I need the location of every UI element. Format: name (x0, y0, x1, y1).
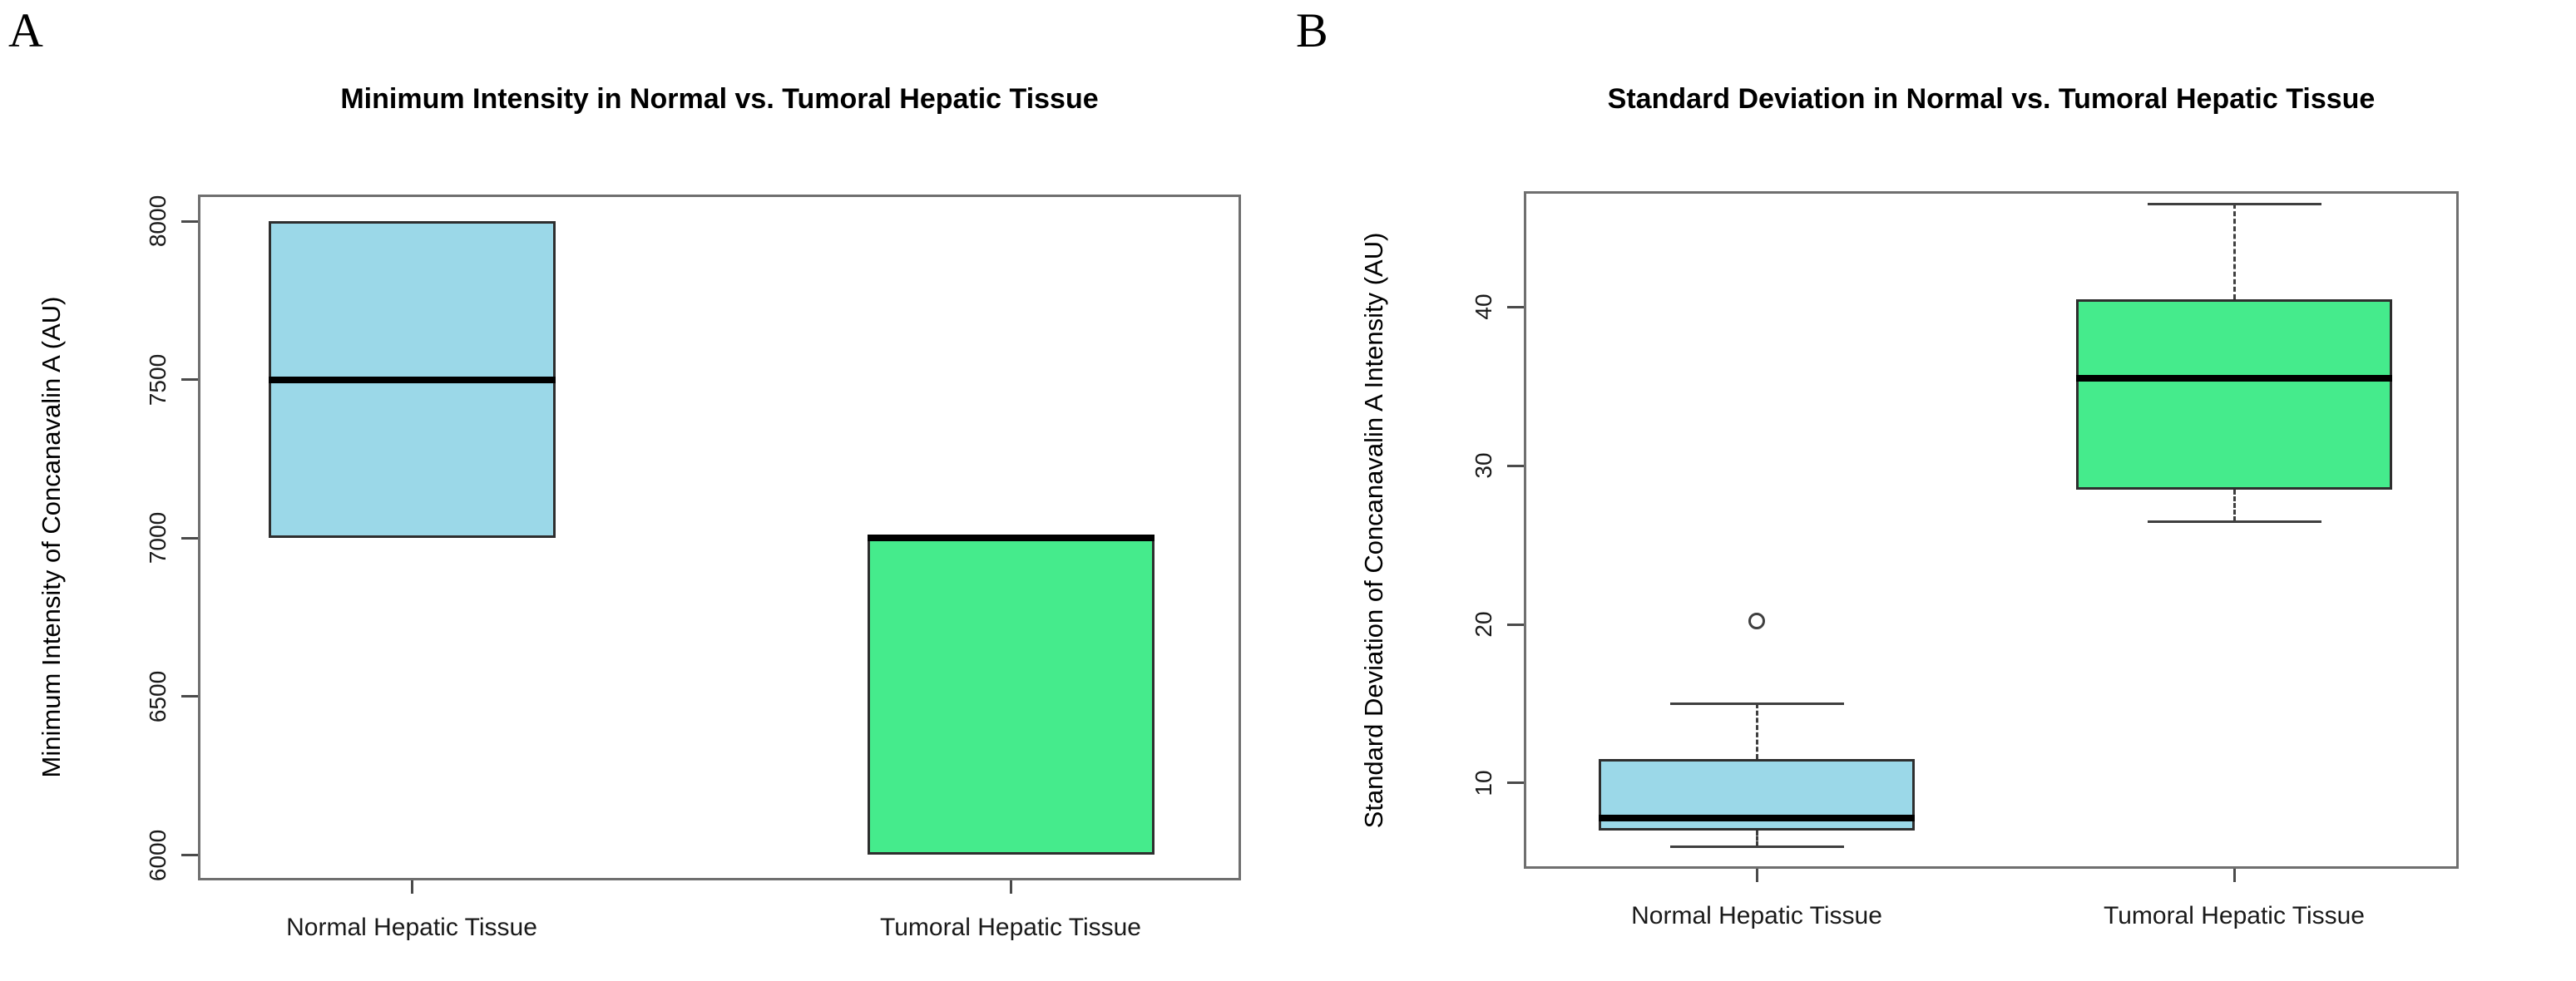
y-tick-mark (181, 219, 198, 223)
box-iqr (867, 538, 1155, 855)
upper-whisker (2232, 204, 2236, 299)
y-tick-mark (1507, 305, 1524, 308)
y-tick-label: 40 (1471, 293, 1496, 320)
panel-b-y-axis-label: Standard Deviation of Concanavalin A Int… (1359, 232, 1388, 829)
y-tick-mark (1507, 464, 1524, 467)
upper-whisker-cap (1669, 702, 1844, 705)
panel-a-y-axis-label: Minimum Intensity of Concanavalin A (AU) (37, 296, 66, 778)
y-tick-mark (181, 536, 198, 540)
median-line (867, 535, 1155, 542)
x-tick-mark (410, 880, 413, 894)
x-tick-mark (2232, 869, 2236, 882)
y-tick-label: 6000 (145, 829, 171, 881)
y-tick-label: 8000 (145, 195, 171, 248)
y-tick-label: 20 (1471, 611, 1496, 638)
outlier-point (1748, 613, 1765, 630)
y-tick-mark (181, 854, 198, 856)
median-line (2076, 375, 2392, 382)
y-tick-mark (1507, 623, 1524, 626)
panel-a-title: Minimum Intensity in Normal vs. Tumoral … (340, 83, 1099, 115)
category-label: Normal Hepatic Tissue (286, 914, 537, 941)
y-tick-label: 7000 (145, 512, 171, 564)
y-tick-mark (181, 378, 198, 382)
lower-whisker-cap (2147, 520, 2321, 523)
panel-b-title: Standard Deviation in Normal vs. Tumoral… (1607, 83, 2376, 115)
y-tick-mark (1507, 781, 1524, 785)
lower-whisker-cap (1669, 845, 1844, 848)
median-line (1599, 814, 1915, 821)
category-label: Tumoral Hepatic Tissue (2103, 902, 2366, 929)
lower-whisker (2232, 489, 2236, 521)
y-tick-label: 10 (1471, 770, 1496, 796)
category-label: Normal Hepatic Tissue (1631, 902, 1882, 929)
y-tick-label: 7500 (145, 353, 171, 407)
y-tick-label: 30 (1471, 452, 1496, 479)
median-line (268, 376, 556, 383)
category-label: Tumoral Hepatic Tissue (879, 914, 1142, 941)
y-tick-label: 6500 (145, 670, 171, 723)
x-tick-mark (1755, 869, 1758, 882)
y-tick-mark (181, 695, 198, 698)
lower-whisker (1755, 831, 1758, 847)
panel-a-corner-label: A (8, 3, 43, 57)
panel-b-corner-label: B (1296, 3, 1328, 57)
upper-whisker (1755, 703, 1758, 760)
box-iqr (2076, 298, 2392, 490)
upper-whisker-cap (2147, 202, 2321, 205)
x-tick-mark (1009, 880, 1012, 894)
